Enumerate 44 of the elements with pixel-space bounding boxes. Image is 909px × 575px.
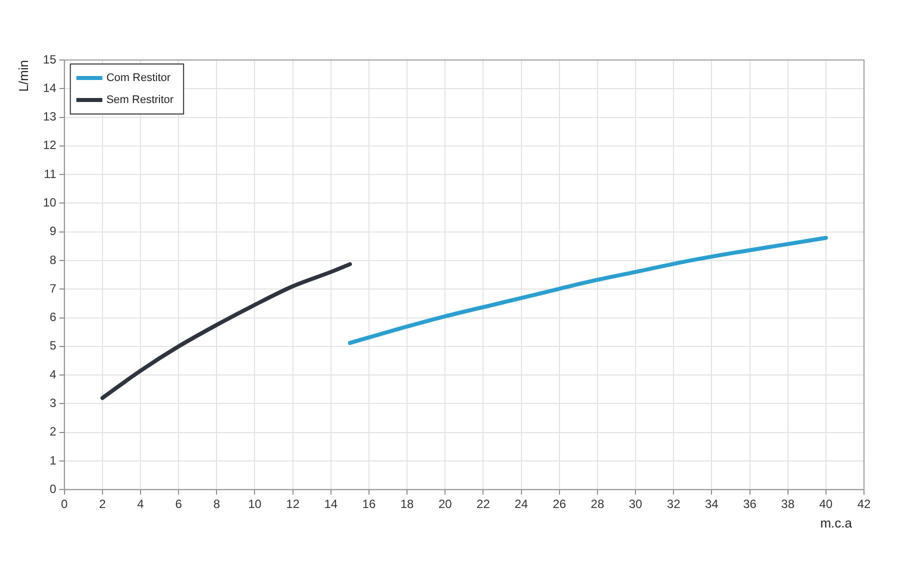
y-tick-label: 10	[42, 196, 57, 210]
y-axis-title: L/min	[16, 60, 31, 92]
y-tick-label: 12	[42, 138, 57, 152]
y-tick-label: 4	[50, 367, 57, 382]
line-series	[100, 262, 352, 400]
x-axis-title: m.c.a	[820, 516, 853, 531]
y-tick-label: 8	[50, 252, 57, 267]
legend-label: Sem Restritor	[106, 94, 174, 106]
y-tick-label: 15	[42, 52, 57, 66]
x-tick-label: 28	[590, 497, 604, 512]
y-tick-label: 9	[50, 224, 57, 238]
x-tick-label: 22	[476, 497, 490, 512]
y-tick-label: 14	[42, 80, 57, 95]
x-tick-label: 24	[514, 497, 528, 512]
x-tick-label: 40	[819, 497, 833, 512]
y-tick-label: 11	[44, 166, 57, 181]
y-tick-label: 2	[50, 424, 57, 439]
y-tick-label: 7	[50, 281, 57, 296]
x-tick-label: 38	[781, 497, 795, 512]
x-tick-label: 16	[362, 497, 376, 512]
x-tick-label: 34	[705, 497, 719, 512]
y-tick-label: 5	[50, 338, 57, 353]
y-tick-label: 13	[42, 110, 57, 124]
y-tick-label: 6	[50, 310, 57, 324]
x-tick-label: 4	[137, 497, 144, 512]
x-tick-label: 12	[286, 497, 300, 512]
x-tick-label: 18	[400, 497, 414, 512]
x-tick-label: 10	[248, 497, 262, 512]
x-tick-label: 2	[99, 497, 106, 512]
x-tick-label: 6	[175, 497, 182, 512]
x-tick-label: 36	[743, 497, 757, 512]
x-tick-label: 0	[61, 497, 68, 512]
x-tick-label: 14	[324, 497, 338, 512]
x-tick-label: 8	[213, 497, 220, 512]
y-tick-label: 1	[50, 453, 57, 468]
x-tick-label: 42	[857, 497, 871, 512]
y-tick-label: 3	[50, 396, 57, 410]
y-tick-label: 0	[50, 482, 57, 496]
line-series	[348, 236, 828, 345]
x-tick-label: 20	[438, 497, 452, 512]
x-tick-label: 30	[628, 497, 643, 512]
x-tick-label: 26	[552, 497, 566, 512]
legend-label: Com Restitor	[106, 72, 171, 84]
x-tick-label: 32	[666, 497, 681, 512]
